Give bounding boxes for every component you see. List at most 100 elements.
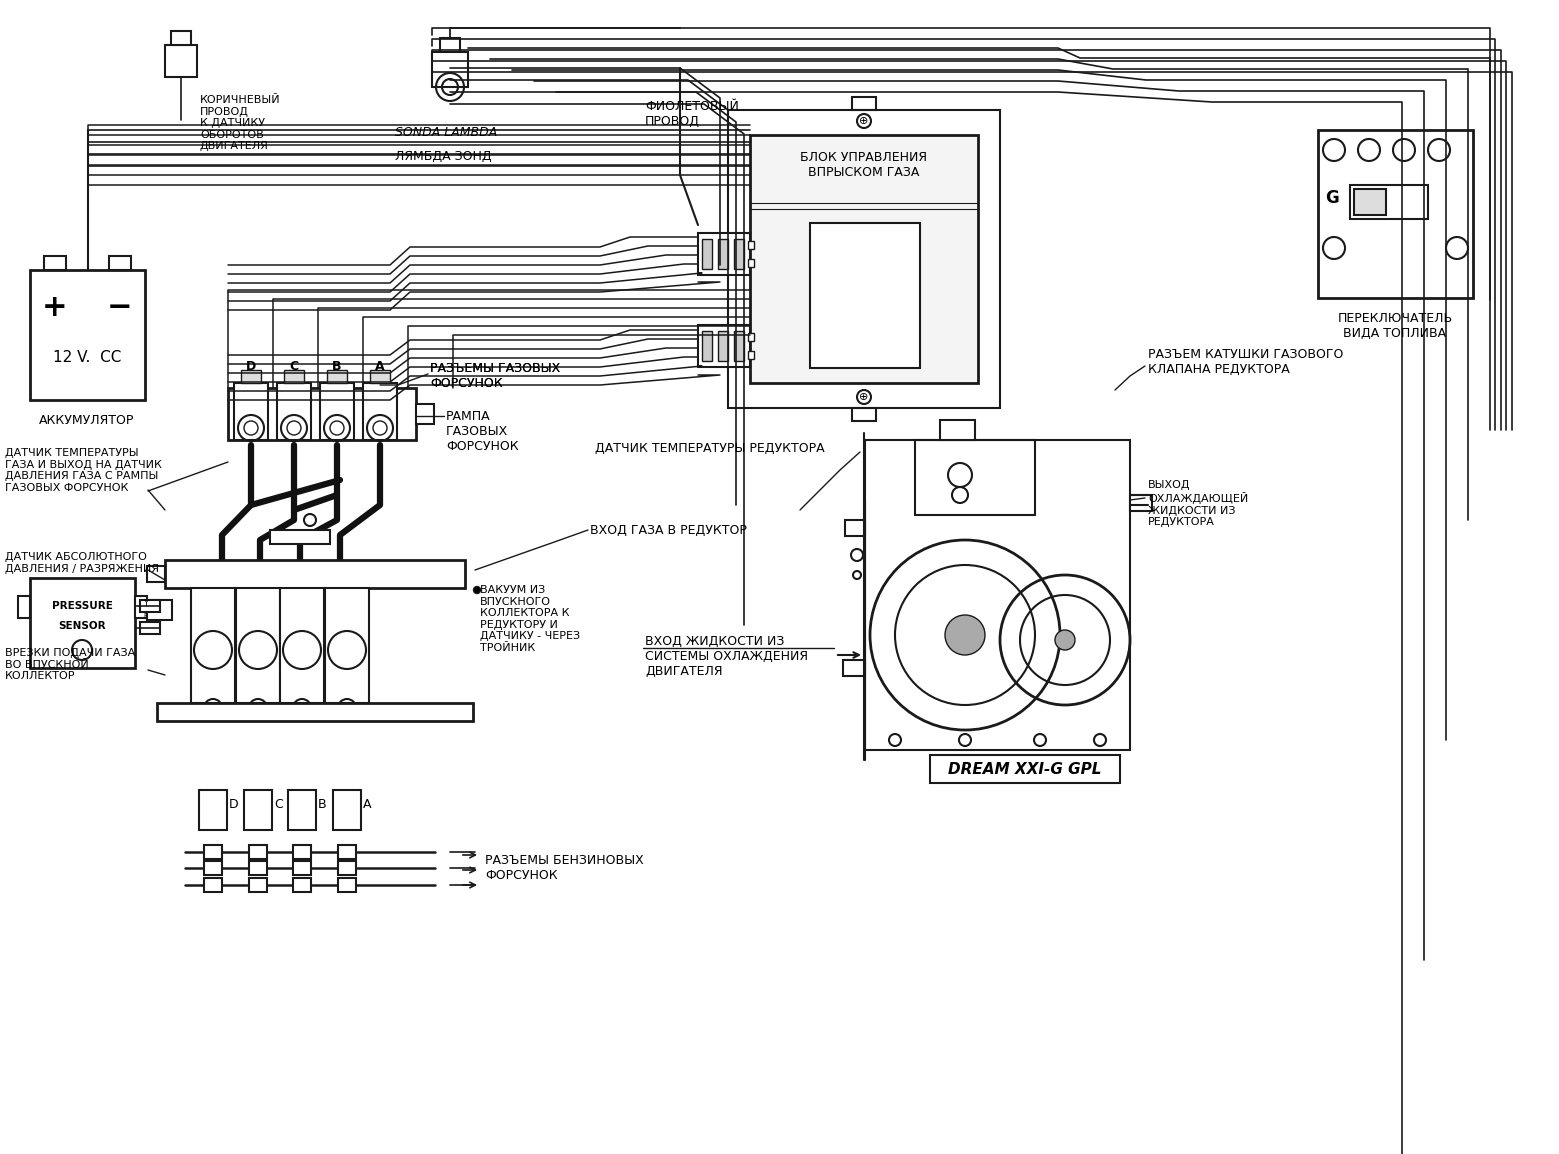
Text: РАЗЪЕМЫ ГАЗОВЫХ
ФОРСУНОК: РАЗЪЕМЫ ГАЗОВЫХ ФОРСУНОК — [430, 362, 560, 390]
Bar — [698, 325, 750, 367]
Circle shape — [945, 615, 985, 655]
Bar — [136, 595, 147, 619]
Bar — [865, 440, 1130, 750]
Bar — [249, 878, 267, 892]
Bar — [338, 861, 355, 875]
Bar — [284, 370, 304, 383]
Text: +: + — [42, 293, 67, 322]
Bar — [204, 845, 221, 859]
Text: ВЫХОД
ОХЛАЖДАЮЩЕЙ
ЖИДКОСТИ ИЗ
РЕДУКТОРА: ВЫХОД ОХЛАЖДАЮЩЕЙ ЖИДКОСТИ ИЗ РЕДУКТОРА — [1147, 480, 1249, 527]
Bar — [324, 589, 369, 703]
Text: C: C — [274, 797, 282, 810]
Bar — [270, 530, 331, 544]
Bar — [1350, 185, 1428, 219]
Bar — [19, 595, 30, 619]
Text: C: C — [290, 360, 299, 373]
Bar — [293, 845, 310, 859]
Text: B: B — [332, 360, 341, 373]
Bar — [416, 404, 433, 424]
Text: ВАКУУМ ИЗ
ВПУСКНОГО
КОЛЛЕКТОРА К
РЕДУКТОРУ И
ДАТЧИКУ - ЧЕРЕЗ
ТРОЙНИК: ВАКУУМ ИЗ ВПУСКНОГО КОЛЛЕКТОРА К РЕДУКТО… — [480, 585, 580, 653]
Bar — [338, 878, 355, 892]
Bar — [278, 383, 310, 440]
Text: РАМПА
ГАЗОВЫХ
ФОРСУНОК: РАМПА ГАЗОВЫХ ФОРСУНОК — [446, 410, 519, 454]
Bar — [204, 878, 221, 892]
Bar — [748, 351, 755, 359]
Bar — [147, 565, 165, 582]
Text: РАЗЪЕМ КАТУШКИ ГАЗОВОГО
КЛАПАНА РЕДУКТОРА: РАЗЪЕМ КАТУШКИ ГАЗОВОГО КЛАПАНА РЕДУКТОР… — [1147, 349, 1344, 376]
Bar — [698, 233, 750, 275]
Bar — [1317, 130, 1473, 298]
Bar — [931, 755, 1119, 784]
Circle shape — [474, 586, 480, 593]
Bar — [915, 440, 1035, 515]
Bar — [165, 45, 196, 77]
Bar — [249, 845, 267, 859]
Bar — [288, 790, 316, 830]
Bar — [235, 589, 281, 703]
Bar — [702, 331, 712, 361]
Text: ВРЕЗКИ ПОДАЧИ ГАЗА
ВО ВПУСКНОЙ
КОЛЛЕКТОР: ВРЕЗКИ ПОДАЧИ ГАЗА ВО ВПУСКНОЙ КОЛЛЕКТОР — [5, 649, 136, 681]
Text: A: A — [376, 360, 385, 373]
Bar — [853, 97, 876, 110]
Bar — [234, 383, 268, 440]
Bar — [1355, 189, 1386, 215]
Bar — [320, 383, 354, 440]
Bar — [281, 589, 324, 703]
Bar — [157, 703, 472, 721]
Bar — [249, 861, 267, 875]
Bar — [440, 38, 460, 52]
Text: −: − — [108, 293, 133, 322]
Bar — [204, 861, 221, 875]
Text: ЛЯМБДА ЗОНД: ЛЯМБДА ЗОНД — [394, 150, 491, 163]
Text: B: B — [318, 797, 327, 810]
Text: A: A — [363, 797, 371, 810]
Text: ФИОЛЕТОВЫЙ
ПРОВОД: ФИОЛЕТОВЫЙ ПРОВОД — [645, 100, 739, 128]
Bar — [845, 520, 865, 535]
Bar — [748, 241, 755, 249]
Bar — [242, 370, 260, 383]
Text: ВХОД ЖИДКОСТИ ИЗ
СИСТЕМЫ ОХЛАЖДЕНИЯ
ДВИГАТЕЛЯ: ВХОД ЖИДКОСТИ ИЗ СИСТЕМЫ ОХЛАЖДЕНИЯ ДВИГ… — [645, 635, 808, 679]
Text: ДАТЧИК ТЕМПЕРАТУРЫ РЕДУКТОРА: ДАТЧИК ТЕМПЕРАТУРЫ РЕДУКТОРА — [596, 442, 825, 455]
Text: ⊕: ⊕ — [859, 392, 868, 402]
Bar — [165, 560, 465, 589]
Text: P: P — [143, 613, 147, 619]
Bar — [140, 600, 161, 612]
Text: DREAM XXI-G GPL: DREAM XXI-G GPL — [948, 762, 1102, 777]
Text: ДАТЧИК ТЕМПЕРАТУРЫ
ГАЗА И ВЫХОД НА ДАТЧИК
ДАВЛЕНИЯ ГАЗА С РАМПЫ
ГАЗОВЫХ ФОРСУНОК: ДАТЧИК ТЕМПЕРАТУРЫ ГАЗА И ВЫХОД НА ДАТЧИ… — [5, 448, 162, 493]
Text: ДАТЧИК АБСОЛЮТНОГО
ДАВЛЕНИЯ / РАЗРЯЖЕНИЯ: ДАТЧИК АБСОЛЮТНОГО ДАВЛЕНИЯ / РАЗРЯЖЕНИЯ — [5, 552, 159, 574]
Text: КОРИЧНЕВЫЙ
ПРОВОД
К ДАТЧИКУ
ОБОРОТОВ
ДВИГАТЕЛЯ: КОРИЧНЕВЫЙ ПРОВОД К ДАТЧИКУ ОБОРОТОВ ДВИ… — [200, 95, 281, 151]
Text: РАЗЪЕМЫ БЕНЗИНОВЫХ
ФОРСУНОК: РАЗЪЕМЫ БЕНЗИНОВЫХ ФОРСУНОК — [485, 854, 644, 882]
Bar — [192, 589, 235, 703]
Bar — [200, 790, 228, 830]
Bar — [245, 790, 271, 830]
Bar — [853, 409, 876, 421]
Bar — [147, 600, 171, 620]
Bar — [334, 790, 362, 830]
Bar — [338, 845, 355, 859]
Bar — [369, 370, 390, 383]
Bar — [748, 258, 755, 267]
Text: D: D — [229, 797, 239, 810]
Text: 12 V.  CC: 12 V. CC — [53, 351, 122, 366]
Bar — [30, 578, 136, 668]
Polygon shape — [1356, 175, 1461, 182]
Bar — [843, 660, 865, 676]
Bar — [1130, 495, 1152, 511]
Text: РАЗЪЕМЫ ГАЗОВЫХ
ФОРСУНОК: РАЗЪЕМЫ ГАЗОВЫХ ФОРСУНОК — [430, 362, 560, 390]
Bar — [140, 622, 161, 634]
Bar — [432, 52, 468, 87]
Bar — [228, 388, 416, 440]
Text: ПЕРЕКЛЮЧАТЕЛЬ
ВИДА ТОПЛИВА: ПЕРЕКЛЮЧАТЕЛЬ ВИДА ТОПЛИВА — [1338, 312, 1453, 340]
Text: Y: Y — [143, 599, 148, 608]
Text: SENSOR: SENSOR — [58, 621, 106, 631]
Bar — [171, 31, 192, 45]
Circle shape — [1055, 630, 1076, 650]
Bar — [940, 420, 974, 440]
Bar — [109, 256, 131, 270]
Text: G: G — [1325, 189, 1339, 207]
Text: АККУМУЛЯТОР: АККУМУЛЯТОР — [39, 413, 134, 427]
Bar — [728, 110, 999, 409]
Bar — [293, 861, 310, 875]
Bar — [363, 383, 398, 440]
Bar — [327, 370, 348, 383]
